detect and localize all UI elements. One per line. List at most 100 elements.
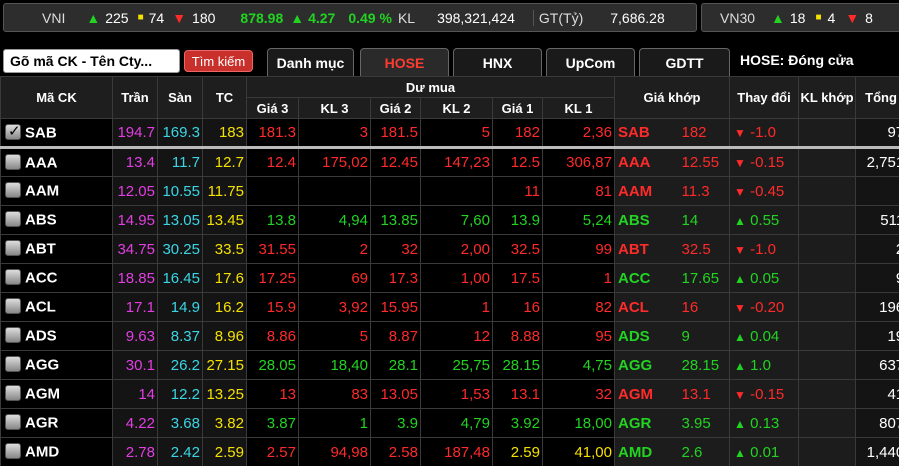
change-value: -0.20 [750, 298, 785, 316]
up-triangle-icon: ▲ [290, 9, 305, 26]
table-body: SAB194.7169.3183181.33181.551822,36SAB18… [0, 118, 899, 466]
row-checkbox[interactable] [5, 356, 21, 373]
row-checkbox[interactable] [5, 414, 21, 431]
index-bar: VNI ▲ 225 ■ 74 ▼ 180 878.98 ▲ 4.27 0.49 … [0, 3, 899, 32]
bid-price-2: 15.95 [370, 292, 421, 322]
row-checkbox[interactable] [5, 122, 21, 140]
kl-label: KL [397, 9, 416, 26]
match-volume [798, 408, 857, 438]
table-row[interactable]: AGR 4.22 3.68 3.82 3.87 1 3.9 4,79 3.92 18,00 AGR 3… [0, 408, 899, 438]
symbol-cell[interactable]: AAA [0, 147, 113, 177]
symbol-cell[interactable]: ABS [0, 205, 113, 235]
table-row[interactable]: ABS 14.95 13.05 13.45 13.8 4,94 13.85 7,60 13.9 5… [0, 205, 899, 235]
header-tran[interactable]: Trần [112, 76, 158, 119]
tab-gdtt[interactable]: GDTT [639, 48, 730, 76]
tab-hnx[interactable]: HNX [453, 48, 542, 76]
header-kl2[interactable]: KL 2 [420, 97, 493, 119]
table-row[interactable]: AGM 14 12.2 13.25 13 83 13.05 1,53 13.1 32 AGM 13.1… [0, 379, 899, 409]
header-kl1[interactable]: KL 1 [542, 97, 615, 119]
up-triangle-icon: ▲ [771, 9, 785, 26]
ref-price: 8.96 [202, 321, 247, 351]
bid-price-3: 13 [246, 379, 299, 409]
bid-price-2: 32 [370, 234, 421, 264]
symbol-cell[interactable]: ADS [0, 321, 113, 351]
table-row[interactable]: ACC 18.85 16.45 17.6 17.25 69 17.3 1,00 17.5 1 ACC… [0, 263, 899, 293]
symbol-cell[interactable]: ACC [0, 263, 113, 293]
symbol: AGG [25, 356, 60, 374]
table-row[interactable]: ADS 9.63 8.37 8.96 8.86 5 8.87 12 8.88 95 ADS 9 ▲ 0.… [0, 321, 899, 351]
bid-vol-1: 41,00 [542, 437, 615, 466]
bid-vol-2: 12 [420, 321, 493, 351]
price-change: ▼ -0.15 [729, 379, 800, 409]
down-triangle-icon: ▼ [734, 126, 746, 140]
symbol-cell[interactable]: AMD [0, 437, 113, 466]
match-symbol: AAM [614, 176, 680, 206]
header-ma-ck[interactable]: Mã CK [0, 76, 113, 119]
bid-price-3: 28.05 [246, 350, 299, 380]
bid-vol-3: 175,02 [298, 147, 371, 177]
bid-price-1: 13.9 [492, 205, 543, 235]
symbol-cell[interactable]: AGM [0, 379, 113, 409]
symbol-cell[interactable]: SAB [0, 118, 113, 149]
symbol-cell[interactable]: ABT [0, 234, 113, 264]
ref-price: 27.15 [202, 350, 247, 380]
tab-hose[interactable]: HOSE [360, 48, 449, 76]
bid-vol-3: 5 [298, 321, 371, 351]
symbol-cell[interactable]: ACL [0, 292, 113, 322]
symbol-cell[interactable]: AAM [0, 176, 113, 206]
bid-price-1: 28.15 [492, 350, 543, 380]
tab-danh-muc[interactable]: Danh mục [267, 48, 354, 76]
header-san[interactable]: Sàn [157, 76, 203, 119]
search-input[interactable] [3, 49, 180, 73]
row-checkbox[interactable] [5, 298, 21, 315]
bid-vol-2: 1 [420, 292, 493, 322]
table-row[interactable]: AMD 2.78 2.42 2.59 2.57 94,98 2.58 187,48 2.59 41… [0, 437, 899, 466]
row-checkbox[interactable] [5, 211, 21, 228]
index-name: VN30 [720, 9, 756, 26]
bid-price-3: 3.87 [246, 408, 299, 438]
row-checkbox[interactable] [5, 327, 21, 344]
table-row[interactable]: AGG 30.1 26.2 27.15 28.05 18,40 28.1 25,75 28.15… [0, 350, 899, 380]
bid-vol-1: 2,36 [542, 118, 615, 149]
header-thay-doi[interactable]: Thay đổi [729, 76, 800, 119]
total-volume: 807,95 [855, 408, 899, 438]
header-tc[interactable]: TC [202, 76, 247, 119]
floor-price: 14.9 [157, 292, 203, 322]
bid-vol-2: 1,53 [420, 379, 493, 409]
symbol-cell[interactable]: AGG [0, 350, 113, 380]
row-checkbox[interactable] [5, 182, 21, 199]
row-checkbox[interactable] [5, 269, 21, 286]
tab-upcom[interactable]: UpCom [546, 48, 635, 76]
up-triangle-icon: ▲ [86, 9, 101, 26]
bid-price-1: 16 [492, 292, 543, 322]
match-volume [798, 234, 857, 264]
match-symbol: ADS [614, 321, 680, 351]
floor-price: 10.55 [157, 176, 203, 206]
row-checkbox[interactable] [5, 443, 21, 460]
row-checkbox[interactable] [5, 385, 21, 402]
row-checkbox[interactable] [5, 240, 21, 257]
header-gia-khop[interactable]: Giá khớp [613, 76, 731, 119]
bid-vol-2: 147,23 [420, 147, 493, 177]
symbol: AGR [25, 414, 59, 432]
header-gia2[interactable]: Giá 2 [370, 97, 421, 119]
bid-price-1: 3.92 [492, 408, 543, 438]
floor-price: 3.68 [157, 408, 203, 438]
symbol-cell[interactable]: AGR [0, 408, 113, 438]
bid-vol-2: 25,75 [420, 350, 493, 380]
table-row[interactable]: ACL 17.1 14.9 16.2 15.9 3,92 15.95 1 16 82 ACL 16 ▼ … [0, 292, 899, 322]
total-volume: 9,05 [855, 263, 899, 293]
header-kl3[interactable]: KL 3 [298, 97, 371, 119]
header-tong-kl[interactable]: Tổng KL [855, 76, 899, 119]
header-kl-khop[interactable]: KL khớp [798, 76, 857, 119]
header-gia1[interactable]: Giá 1 [492, 97, 543, 119]
row-checkbox[interactable] [5, 153, 21, 170]
header-gia3[interactable]: Giá 3 [246, 97, 299, 119]
search-button[interactable]: Tìm kiếm [184, 50, 253, 72]
table-row[interactable]: ABT 34.75 30.25 33.5 31.55 2 32 2,00 32.5 99 ABT 32… [0, 234, 899, 264]
bid-vol-3: 2 [298, 234, 371, 264]
table-row[interactable]: SAB194.7169.3183181.33181.551822,36SAB18… [0, 118, 899, 149]
table-row[interactable]: AAA 13.4 11.7 12.7 12.4 175,02 12.45 147,23 12.5… [0, 147, 899, 177]
symbol: ACL [25, 298, 56, 316]
